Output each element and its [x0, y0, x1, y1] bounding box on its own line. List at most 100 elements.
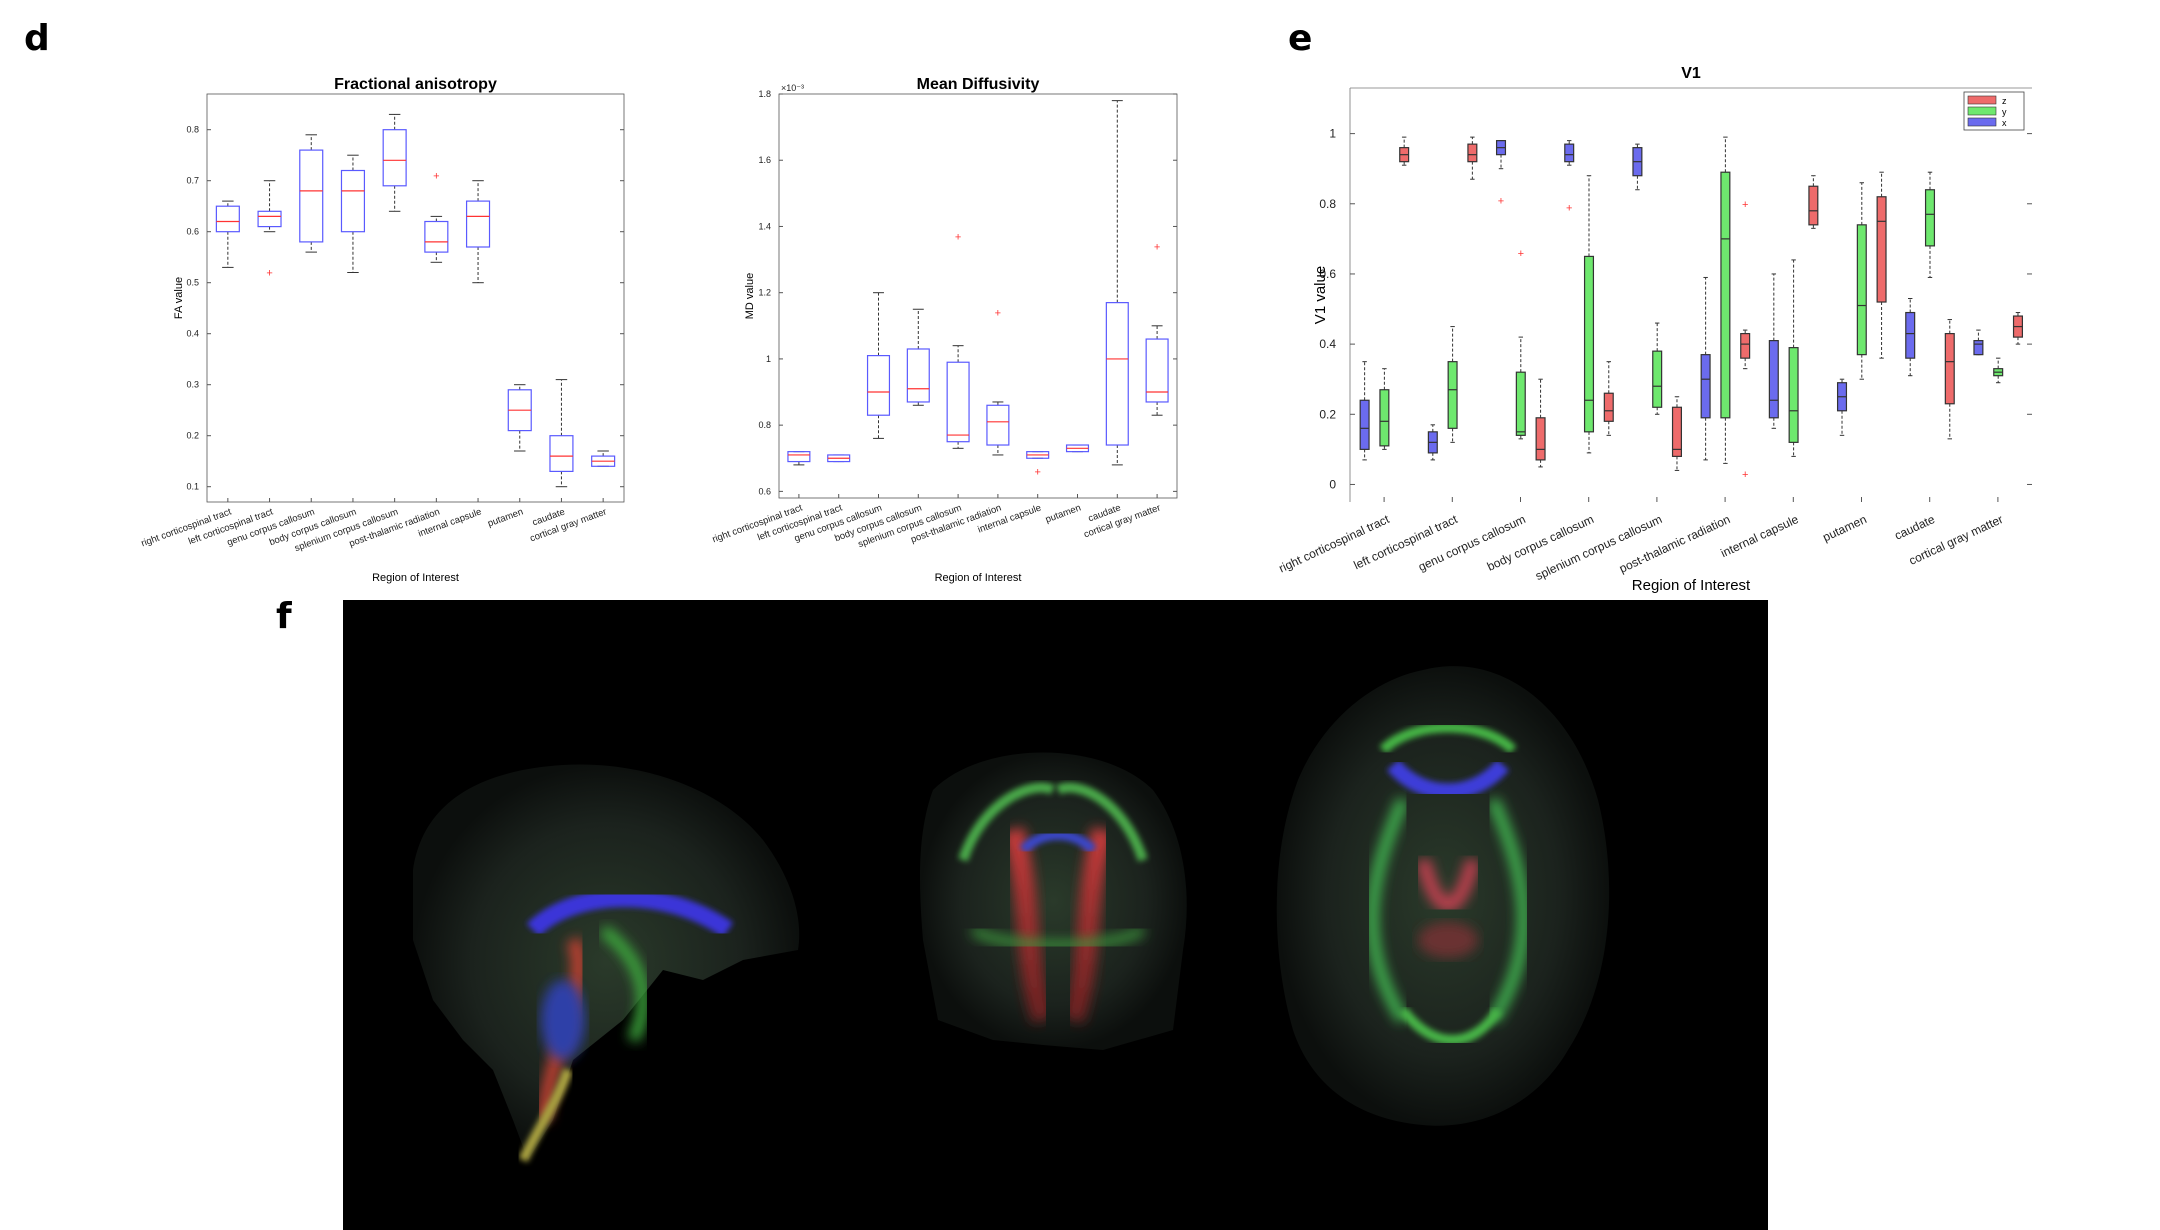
y-axis-label: MD value [744, 273, 756, 319]
x-tick-label-post-thalamic-radiation: post-thalamic radiation [1617, 512, 1732, 576]
box-v1-8-z [1944, 332, 1955, 405]
sagittal-slice [413, 764, 800, 1163]
y-tick-label: 0.5 [186, 278, 199, 288]
box-md-0 [787, 451, 811, 463]
outlier-v1-5-z-1: + [1742, 469, 1748, 481]
box-v1-9-x [1973, 340, 1984, 356]
md-boxplot: Mean Diffusivity 0.6 0.8 1 1.2 1.4 1.6 1.8 ×10⁻³… [711, 76, 1178, 584]
box-v1-7-z [1876, 196, 1887, 303]
outlier-md-4-0: + [955, 231, 961, 243]
box-v1-1-y [1447, 361, 1458, 429]
x-axis-label: Region of Interest [372, 572, 459, 584]
box-v1-0-x [1359, 399, 1370, 450]
box-md-4 [946, 361, 970, 443]
box-md-5 [986, 404, 1010, 446]
y-tick-label: 1.4 [758, 221, 771, 231]
x-tick-label-putamen: putamen [486, 506, 525, 529]
x-tick-label-internal-capsule: internal capsule [1718, 512, 1800, 560]
box-md-8 [1105, 302, 1129, 446]
box-v1-5-y [1720, 171, 1731, 419]
panel-label-f: f [276, 596, 292, 637]
x-axis-label: Region of Interest [935, 572, 1022, 584]
y-tick-label: 0.6 [186, 227, 199, 237]
box-md-3 [906, 348, 930, 403]
y-tick-label: 1.8 [758, 89, 771, 99]
box-fa-0 [215, 205, 240, 233]
box-v1-7-y [1856, 224, 1867, 356]
plot-frame [778, 93, 1178, 499]
legend-label-y: y [2002, 107, 2007, 117]
box-v1-2-z [1535, 417, 1546, 461]
chart-title: V1 [1681, 65, 1701, 82]
box-v1-3-x [1564, 143, 1575, 163]
x-tick-label-putamen: putamen [1821, 512, 1869, 544]
y-tick-label: 1 [766, 354, 771, 364]
outlier-fa-1-0: + [266, 268, 272, 280]
legend-label-x: x [2002, 118, 2007, 128]
fa-boxplot: Fractional anisotropy 0.1 0.2 0.3 0.4 0.5 0.6 0… [140, 76, 625, 584]
y-tick-label: 1 [1329, 127, 1336, 141]
box-v1-3-z [1603, 392, 1614, 422]
box-v1-5-x [1700, 354, 1711, 419]
box-v1-6-z [1808, 185, 1819, 226]
x-tick-label-putamen: putamen [1044, 502, 1083, 525]
outlier-v1-2-x-0: + [1498, 195, 1504, 207]
coronal-slice [920, 752, 1187, 1050]
x-axis-label: Region of Interest [1632, 577, 1751, 594]
box-v1-6-y [1788, 347, 1799, 443]
y-exponent: ×10⁻³ [781, 83, 804, 93]
box-v1-2-y [1515, 371, 1526, 436]
box-v1-4-y [1652, 350, 1663, 408]
chart-title: Fractional anisotropy [334, 76, 497, 93]
box-v1-6-x [1768, 340, 1779, 419]
legend-swatch-y [1967, 106, 1997, 116]
y-axis-label: FA value [173, 277, 185, 319]
y-tick-label: 0.2 [1319, 407, 1336, 421]
box-v1-4-z [1671, 406, 1683, 457]
box-fa-2 [299, 149, 324, 243]
outlier-fa-5-0: + [433, 171, 439, 183]
box-md-9 [1145, 338, 1169, 403]
box-md-2 [866, 355, 891, 416]
y-tick-label: 0.4 [186, 329, 199, 339]
y-tick-label: 0.7 [186, 176, 199, 186]
box-fa-5 [424, 220, 449, 253]
y-tick-label: 0.8 [1319, 197, 1336, 211]
v1-boxplot: V1 0 0.2 0.4 0.6 0.8 1 V1 value Region of Intere… [1277, 65, 2032, 594]
chart-title: Mean Diffusivity [917, 76, 1040, 93]
panel-label-e: e [1288, 18, 1312, 59]
y-tick-label: 0.8 [186, 125, 199, 135]
y-tick-label: 0.3 [186, 380, 199, 390]
box-fa-1 [257, 210, 282, 228]
y-axis-label: V1 value [1312, 266, 1329, 324]
box-fa-4 [382, 129, 407, 187]
outlier-md-9-0: + [1154, 241, 1160, 253]
y-tick-label: 0.8 [758, 420, 771, 430]
legend-swatch-x [1967, 117, 1997, 127]
plot-frame [206, 93, 625, 503]
y-tick-label: 0.6 [1319, 267, 1336, 281]
box-v1-8-y [1924, 189, 1936, 247]
legend-swatch-z [1967, 95, 1997, 105]
outlier-md-5-0: + [995, 308, 1001, 320]
outlier-md-6-0: + [1034, 467, 1040, 479]
y-tick-label: 0.6 [758, 486, 771, 496]
axial-slice [1276, 666, 1610, 1126]
y-tick-label: 0.1 [186, 482, 199, 492]
outlier-v1-5-z-0: + [1742, 199, 1748, 211]
y-tick-label: 1.2 [758, 288, 771, 298]
panel-label-d: d [24, 18, 50, 59]
box-fa-3 [340, 169, 366, 233]
y-tick-label: 0.2 [186, 431, 199, 441]
x-tick-label-splenium-corpus-callosum: splenium corpus callosum [1533, 512, 1664, 583]
y-tick-label: 1.6 [758, 155, 771, 165]
outlier-v1-2-y-0: + [1518, 248, 1524, 260]
box-v1-5-z [1740, 332, 1751, 359]
box-fa-8 [549, 435, 574, 473]
y-tick-label: 0 [1329, 477, 1336, 491]
box-v1-8-x [1905, 311, 1916, 359]
x-tick-label-caudate: caudate [1892, 512, 1937, 543]
dti-brain-slices-image [343, 600, 1768, 1230]
box-v1-1-z [1467, 143, 1478, 163]
